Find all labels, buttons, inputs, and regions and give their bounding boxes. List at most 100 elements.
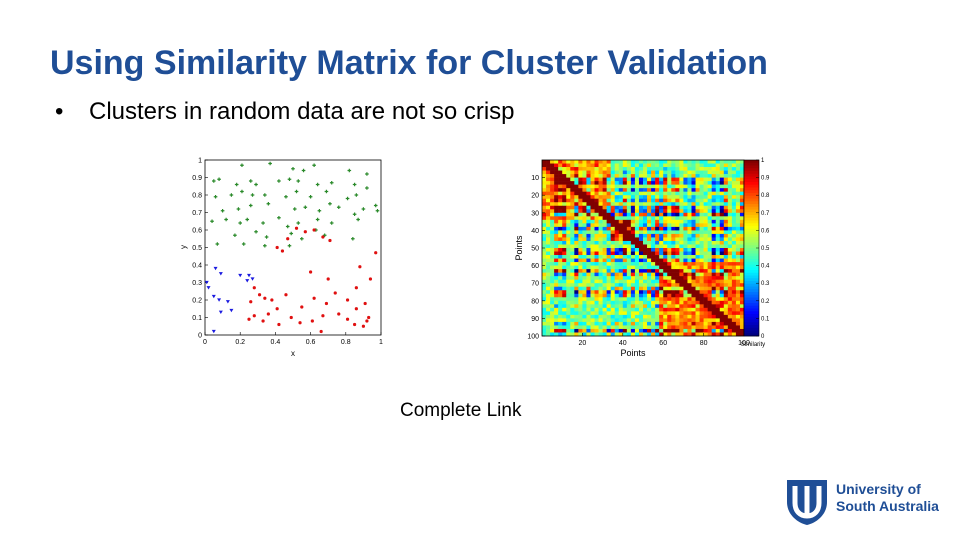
heatmap-cell (546, 265, 551, 270)
heatmap-cell (707, 262, 712, 266)
heatmap-cell (550, 251, 555, 256)
heatmap-cell (558, 198, 563, 203)
heatmap-cell (683, 212, 688, 217)
heatmap-cell (683, 311, 688, 316)
scatter-point-green (317, 208, 322, 213)
heatmap-cell (558, 248, 563, 252)
heatmap-cell (723, 223, 729, 228)
heatmap-cell (590, 251, 595, 256)
heatmap-cell (675, 230, 680, 235)
heatmap-cell (739, 311, 745, 316)
heatmap-cell (610, 248, 616, 252)
heatmap-cell (622, 272, 628, 277)
heatmap-cell (651, 163, 656, 168)
colorbar-segment (744, 308, 759, 312)
heatmap-cell (630, 311, 636, 316)
heatmap-cell (602, 272, 607, 277)
heatmap-cell (610, 167, 616, 171)
heatmap-cell (679, 276, 684, 280)
colorbar-tick-label: 0.3 (761, 281, 770, 287)
heatmap-cell (566, 237, 571, 242)
heatmap-cell (659, 233, 664, 238)
heatmap-cell (594, 255, 599, 259)
heatmap-cell (695, 290, 700, 295)
scatter-ylabel: y (180, 245, 188, 249)
heatmap-cell (715, 167, 721, 171)
heatmap-cell (566, 244, 571, 249)
heatmap-cell (651, 283, 656, 288)
scatter-point-green (254, 229, 258, 234)
heatmap-cell (671, 202, 676, 207)
heatmap-cell (707, 191, 712, 196)
heatmap-cell (727, 269, 733, 273)
heatmap-cell (558, 262, 563, 266)
heatmap-cell (582, 198, 587, 203)
heatmap-cell (663, 318, 668, 323)
colorbar-segment (744, 283, 759, 287)
heatmap-cell (703, 240, 708, 245)
heatmap-cell (602, 233, 607, 238)
heatmap-cell (558, 181, 563, 185)
heatmap-cell (550, 258, 555, 263)
heatmap-cell (659, 170, 664, 175)
heatmap-cell (651, 269, 656, 273)
heatmap-cell (659, 212, 664, 217)
heatmap-cell (695, 198, 700, 203)
heatmap-cell (566, 304, 571, 309)
heatmap-cell (622, 262, 628, 266)
heatmap-cell (598, 265, 603, 270)
heatmap-cell (590, 212, 595, 217)
heatmap-cell (634, 216, 640, 221)
heatmap-cell (614, 328, 620, 333)
heatmap-cell (634, 230, 640, 235)
scatter-point-red (261, 319, 265, 323)
heatmap-cell (566, 191, 571, 196)
heatmap-cell (655, 188, 660, 192)
heatmap-cell (586, 233, 591, 238)
heatmap-cell (602, 283, 607, 288)
heatmap-cell (574, 226, 579, 231)
heatmap-cell (735, 223, 741, 228)
heatmap-cell (618, 174, 624, 178)
heatmap-cell (699, 240, 704, 245)
heatmap-cell (542, 279, 547, 284)
heatmap-cell (598, 251, 603, 256)
heatmap-cell (590, 230, 595, 235)
heatmap-cell (566, 293, 571, 298)
heatmap-cell (582, 212, 587, 217)
heatmap-cell (554, 279, 559, 284)
scatter-point-green (365, 172, 369, 176)
heatmap-cell (590, 244, 595, 249)
heatmap-cell (735, 205, 741, 210)
heatmap-cell (614, 223, 620, 228)
heatmap-cell (739, 318, 745, 323)
heatmap-cell (659, 177, 664, 182)
heatmap-cell (731, 311, 737, 316)
heatmap-cell (542, 167, 547, 171)
heatmap-cell (546, 240, 551, 245)
heatmap-cell (695, 184, 700, 189)
heatmap-cell (630, 255, 636, 259)
heatmap-cell (630, 237, 636, 242)
heatmap-cell (546, 279, 551, 284)
heatmap-cell (622, 300, 628, 305)
heatmap-cell (626, 230, 632, 235)
heatmap-cell (554, 325, 559, 330)
heatmap-cell (699, 237, 704, 242)
heatmap-cell (618, 286, 624, 291)
heatmap-cell (671, 304, 676, 309)
heatmap-cell (578, 198, 583, 203)
heatmap-cell (651, 297, 656, 302)
heatmap-cell (723, 314, 729, 319)
heatmap-cell (675, 198, 680, 203)
heatmap-cell (703, 318, 708, 323)
heatmap-cell (598, 240, 603, 245)
heatmap-cell (711, 265, 717, 270)
heatmap-cell (626, 262, 632, 266)
heatmap-cell (655, 233, 660, 238)
scatter-point-blue (211, 329, 216, 334)
heatmap-cell (562, 293, 567, 298)
heatmap-cell (558, 272, 563, 277)
heatmap-cell (602, 300, 607, 305)
heatmap-cell (735, 219, 741, 224)
